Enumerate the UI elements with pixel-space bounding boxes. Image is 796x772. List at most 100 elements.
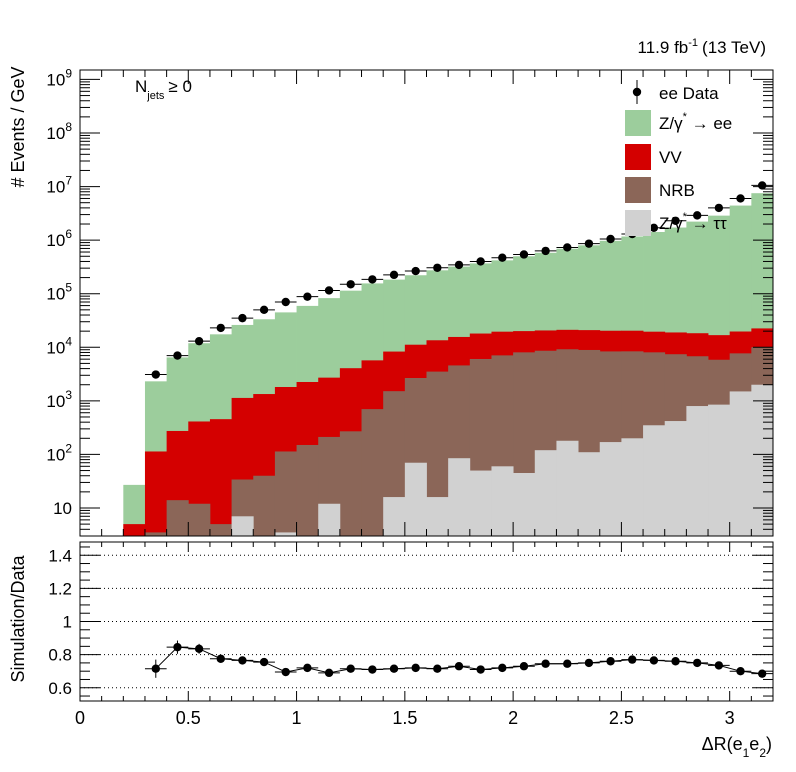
ratio-marker <box>757 669 767 678</box>
ratio-marker <box>606 657 615 666</box>
ratio-marker <box>454 662 464 671</box>
legend-entry: Z/γ* → ττ <box>625 210 727 236</box>
ratio-point <box>664 657 687 666</box>
stack-bar <box>209 419 232 536</box>
data-marker <box>433 263 442 272</box>
stack-bar <box>599 442 622 536</box>
data-marker <box>714 203 724 213</box>
ratio-point <box>621 655 644 664</box>
ratio-marker <box>498 663 507 673</box>
ratio-point <box>383 664 405 673</box>
stack-bar <box>686 406 709 536</box>
data-marker <box>671 216 680 225</box>
stack-bar <box>729 391 752 536</box>
stack-bar <box>513 472 536 536</box>
stack-bar <box>339 431 362 536</box>
ratio-point <box>253 657 275 667</box>
legend-entry: ee Data <box>632 80 719 104</box>
ratio-marker <box>541 659 550 668</box>
ratio-point <box>426 664 449 673</box>
data-marker <box>324 286 334 295</box>
stack-bar <box>231 516 254 536</box>
data-marker <box>649 223 659 232</box>
stack-bar <box>296 444 319 536</box>
legend-label: ee Data <box>659 84 719 103</box>
data-marker <box>454 260 464 270</box>
data-marker <box>693 211 702 220</box>
data-marker <box>757 181 767 190</box>
stack-bar <box>491 466 514 536</box>
ratio-point <box>209 654 232 663</box>
ratio-marker <box>238 656 247 665</box>
data-point <box>426 263 449 272</box>
lumi-label: 11.9 fb-1 (13 TeV) <box>638 37 766 57</box>
data-marker <box>476 257 485 266</box>
data-marker <box>281 297 290 307</box>
stack-bar <box>144 532 168 536</box>
stack-bar <box>664 421 687 536</box>
ratio-point <box>231 656 254 665</box>
ratio-point <box>166 640 189 654</box>
x-tick-label: 1.5 <box>392 708 417 728</box>
ratio-marker <box>714 661 724 670</box>
stack-bar <box>621 438 644 536</box>
data-point <box>188 336 210 346</box>
data-marker <box>194 336 204 346</box>
y-tick-label: 107 <box>46 174 72 197</box>
data-point <box>491 253 514 262</box>
y-tick-label: 108 <box>46 120 72 143</box>
ratio-points <box>144 640 773 678</box>
x-tick-label: 2 <box>508 708 518 728</box>
data-marker <box>541 246 550 256</box>
stack-bar <box>448 458 471 536</box>
legend: ee Data Z/γ* → ee VV NRB Z/γ* → ττ <box>625 80 732 236</box>
stack-bar <box>578 452 601 536</box>
ratio-marker <box>346 664 355 673</box>
y-tick-label: 106 <box>46 227 72 250</box>
ratio-pad: 0 0.5 1 1.5 2 2.5 3 0.6 0.8 1 1.2 1.4 Simulation/D… <box>8 541 774 760</box>
data-point <box>166 351 189 360</box>
ratio-marker <box>649 656 659 665</box>
stack-bar <box>253 475 276 536</box>
ratio-marker <box>281 667 290 677</box>
data-marker <box>519 250 529 259</box>
legend-entry: VV <box>625 144 682 170</box>
ratio-point <box>686 658 709 668</box>
ratio-point <box>339 664 362 673</box>
data-marker <box>238 313 247 323</box>
ratio-point <box>274 667 297 677</box>
data-marker <box>498 253 507 262</box>
ratio-marker <box>519 662 529 671</box>
data-point <box>296 292 319 301</box>
stack-bar <box>209 524 232 536</box>
x-axis-label: ΔR(e1e2) <box>702 734 772 760</box>
data-point <box>448 260 470 270</box>
ratio-y-tick-label: 0.8 <box>48 646 72 665</box>
ratio-frame <box>79 541 774 702</box>
y-axis-label: # Events / GeV <box>8 66 28 187</box>
stack-bar <box>274 451 297 536</box>
data-point <box>708 203 730 213</box>
legend-swatch <box>625 144 651 170</box>
ratio-y-axis-label: Simulation/Data <box>8 554 28 682</box>
ratio-marker <box>324 668 334 678</box>
data-marker <box>736 194 745 203</box>
stack-bar <box>123 524 146 536</box>
ratio-point <box>144 659 167 678</box>
stack-bar <box>361 409 384 536</box>
ratio-marker <box>411 663 420 673</box>
stack-bar <box>188 503 211 536</box>
ratio-marker <box>151 664 160 673</box>
ratio-marker <box>194 644 204 654</box>
legend-entry: NRB <box>625 177 695 203</box>
data-point <box>686 211 709 220</box>
ratio-y-tick-label: 0.6 <box>48 679 72 698</box>
data-marker <box>606 234 615 244</box>
data-marker <box>173 351 182 360</box>
stack-bar <box>274 532 297 536</box>
ratio-point <box>729 666 752 676</box>
ratio-marker <box>563 659 572 668</box>
ratio-y-tick-label: 1 <box>63 613 72 632</box>
y-tick-label: 102 <box>46 441 72 464</box>
ratio-marker <box>584 658 594 668</box>
